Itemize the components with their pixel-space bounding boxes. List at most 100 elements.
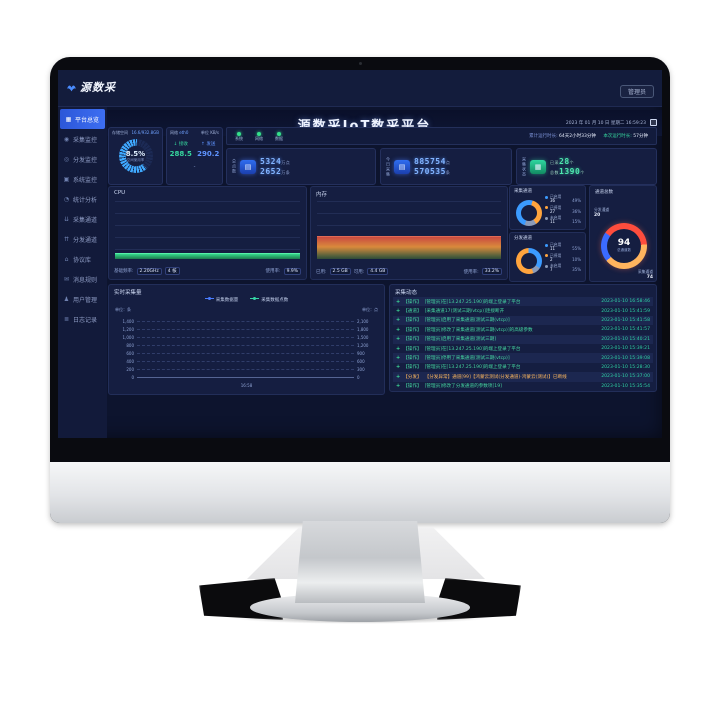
- activity-row[interactable]: + 【操作】 [管理员]启用了采集通道[测试三期] 2023-01-10 15:40:…: [393, 334, 653, 344]
- collect-total-label: 采集通道 74: [637, 269, 653, 280]
- memory-used-value: 2.5 GB: [329, 268, 351, 275]
- runtime-session-label: 本次运行时长:: [603, 134, 632, 139]
- total-points-card: 总点数 ▤ 5324万点 2652万条: [226, 148, 376, 185]
- sidebar-item-statistics[interactable]: ◔ 统计分析: [58, 189, 107, 209]
- sidebar-item-label: 采集监控: [73, 136, 98, 144]
- cpu-chart: [115, 201, 300, 259]
- activity-row[interactable]: + 【操作】 [管理员]停用了采集通道[测试三期(vtcp)] 2023-01-10 …: [393, 353, 653, 363]
- sidebar-item-label: 分发通道: [73, 236, 98, 244]
- left-axis-unit: 单位：条: [115, 307, 131, 312]
- right-axis-unit: 单位：点: [362, 307, 378, 312]
- total-points-label: 总点数: [232, 159, 237, 174]
- cpu-usage-area: [115, 253, 300, 259]
- channel-icon: ▦: [530, 159, 546, 174]
- channel-total-caption: 总通道数: [617, 248, 631, 253]
- memory-usage-label: 使用率:: [463, 269, 479, 275]
- sidebar-item-dispatch-monitor[interactable]: ◎ 分发监控: [58, 149, 107, 169]
- activity-row[interactable]: + 【操作】 [管理员]修改了采集通道[测试三期(vtcp)]的高级参数 2023-0…: [396, 326, 650, 333]
- activity-row[interactable]: + 【操作】 [管理员]修改了分发通道的参数项[19] 2023-01-10 15:3…: [396, 383, 650, 390]
- activity-row[interactable]: + 【操作】 [管理员]在[13.247.25.190]的端上登录了平台 2023-0…: [393, 297, 653, 307]
- plus-icon: +: [396, 317, 401, 324]
- storage-gauge: 8.5% 空间使用率: [118, 139, 153, 173]
- collect-channels-title: 采集通道: [514, 189, 532, 194]
- monitor-chin: [50, 462, 670, 523]
- runtime-info: 累计运行时长: 64天2小时33分钟 本次运行时长: 57分钟: [529, 133, 648, 139]
- cpu-freq-value: 2.20GHz: [136, 267, 162, 275]
- logo-text: 源数采: [80, 81, 116, 94]
- channel-total-panel: 通道总数 分发通道 20 94 总通道数 采集通道 74: [589, 185, 657, 282]
- runtime-total-label: 累计运行时长:: [529, 134, 558, 139]
- network-recv: ↓ 接收 288.5: [169, 142, 192, 158]
- sidebar-item-user-mgmt[interactable]: ♟ 用户管理: [58, 289, 107, 309]
- today-value2: 570535条: [414, 166, 451, 176]
- memory-used-label: 已用:: [316, 269, 327, 275]
- sidebar-item-label: 统计分析: [73, 196, 98, 204]
- storage-percent: 8.5%: [125, 149, 146, 158]
- cpu-usage-label: 使用率:: [265, 269, 281, 274]
- sidebar-item-label: 采集通道: [73, 216, 98, 224]
- cpu-usage-value: 9.9%: [283, 267, 301, 275]
- chart-plot-area: 1,400 2,100 1,200 1,800 1,000 1,500 800 1,20…: [122, 318, 369, 380]
- channel-total-value: 94: [617, 238, 631, 249]
- cpu-cores: 4 核: [164, 267, 180, 275]
- memory-panel: 内存 已用: 2.5 GB 可用: 4.4 GB 使用率: 33.2%: [310, 186, 508, 280]
- today-value1: 885754点: [414, 156, 451, 166]
- logo-wing-icon: [67, 85, 76, 91]
- dispatch-channels-title: 分发通道: [514, 236, 532, 241]
- sidebar-item-logs[interactable]: ≣ 日志记录: [58, 309, 107, 329]
- activity-row[interactable]: + 【操作】 [管理员]在[13.247.25.190]的端上登录了平台 2023-0…: [396, 345, 650, 352]
- sidebar-item-dispatch-channel[interactable]: ⇈ 分发通道: [58, 229, 107, 249]
- sidebar-item-collect-monitor[interactable]: ◉ 采集监控: [58, 129, 107, 149]
- status-label: 系统: [235, 135, 243, 141]
- x-axis-label: 16:58: [240, 383, 253, 388]
- admin-button[interactable]: 管理员: [619, 85, 654, 98]
- collect-state-label: 采集状态: [522, 156, 527, 177]
- memory-free-label: 可用:: [353, 269, 365, 275]
- fullscreen-icon[interactable]: [650, 119, 657, 126]
- top-bar: 源数采 管理员: [58, 70, 662, 107]
- sidebar-item-protocol-lib[interactable]: ⌂ 协议库: [58, 249, 107, 269]
- sidebar-item-overview[interactable]: ▦ 平台总览: [60, 109, 105, 129]
- realtime-chart-title: 实时采集量: [114, 290, 142, 296]
- status-label: 数据: [275, 135, 283, 141]
- status-strip: 系统 网络 数据 累计运行时长: 64天2小时33分钟 本次运行时长: 57分钟: [226, 127, 657, 145]
- library-icon: ⌂: [64, 255, 69, 263]
- sidebar-item-label: 平台总览: [75, 116, 100, 124]
- collect-state-line2: 总数1390个: [550, 166, 585, 176]
- activity-row[interactable]: + 【操作】 [管理员]在[13.247.25.190]的端上登录了平台 2023-0…: [396, 364, 650, 371]
- collect-state-line1: 已采28个: [550, 156, 575, 166]
- activity-row[interactable]: + 【通道】 [采集通道17(测试三期/vtcp)]连接断开 2023-01-10 1…: [396, 308, 650, 315]
- storage-title: 存储空间: [112, 130, 128, 135]
- sidebar-item-message-rules[interactable]: ✉ 消息规则: [58, 269, 107, 289]
- dispatch-channels-legend: 已启用 11 55% 已停用 2 10% 未启用 7 35%: [545, 242, 581, 274]
- webcam-icon: [359, 62, 362, 65]
- monitor-stand: [295, 521, 425, 603]
- monitor-frame: 源数采 管理员 ▦ 平台总览 ◉ 采集监控 ◎ 分发监控 ▣ 系统监控 ◔ 统计分析 ⇊ 采…: [50, 57, 670, 523]
- network-title: 网络 eth0: [170, 130, 189, 135]
- storage-capacity: 16.6/932.8GB: [131, 130, 159, 135]
- network-dash: -: [193, 164, 196, 171]
- sidebar: ▦ 平台总览 ◉ 采集监控 ◎ 分发监控 ▣ 系统监控 ◔ 统计分析 ⇊ 采集通道 ⇈ 分发通…: [58, 107, 107, 438]
- outbound-icon: ⇈: [63, 235, 70, 243]
- legend-series-volume[interactable]: 采集数据量: [204, 296, 238, 303]
- status-system: 系统: [235, 131, 243, 141]
- cpu-panel: CPU 基础频率: 2.20GHz 4 核 使用率: 9.9%: [108, 186, 307, 280]
- activity-title: 采集动态: [395, 290, 418, 296]
- plus-icon: +: [396, 308, 401, 315]
- collect-channels-donut: [516, 200, 542, 226]
- network-send: ↑ 发送 290.2: [197, 142, 220, 158]
- network-unit: 单位 KB/s: [200, 130, 219, 135]
- memory-title: 内存: [316, 192, 328, 198]
- sidebar-item-collect-channel[interactable]: ⇊ 采集通道: [58, 209, 107, 229]
- gauge-segments: [118, 139, 153, 173]
- sidebar-item-system-monitor[interactable]: ▣ 系统监控: [58, 169, 107, 189]
- legend-series-points[interactable]: 采集数据点数: [250, 296, 288, 303]
- channel-total-ring: 94 总通道数: [601, 223, 647, 269]
- status-network: 网络: [255, 131, 263, 141]
- activity-row-warning[interactable]: + 【分发】 【分发异常】通道[99]【鸿蒙云测试(分发通道)·鸿蒙云(测试)】已断…: [393, 372, 653, 382]
- app-logo: 源数采: [66, 79, 116, 95]
- green-dot-icon: [277, 131, 281, 136]
- database-icon: ▤: [394, 159, 410, 174]
- sidebar-item-label: 协议库: [73, 256, 92, 264]
- activity-row[interactable]: + 【操作】 [管理员]启用了采集通道[测试三期(vtcp)] 2023-01-10 …: [393, 315, 653, 326]
